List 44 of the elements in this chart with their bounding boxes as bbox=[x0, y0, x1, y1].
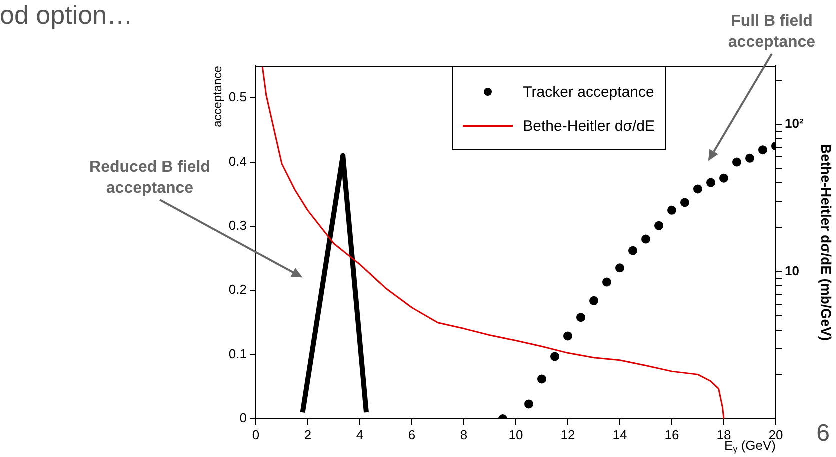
point bbox=[654, 221, 664, 230]
point bbox=[694, 184, 702, 194]
point bbox=[680, 198, 690, 208]
point bbox=[616, 264, 624, 273]
point bbox=[590, 296, 598, 306]
point bbox=[576, 313, 586, 322]
point bbox=[758, 146, 768, 155]
point bbox=[628, 246, 638, 256]
y-tick-label: 0.4 bbox=[228, 154, 247, 169]
point bbox=[550, 352, 560, 362]
point bbox=[732, 158, 742, 167]
point bbox=[524, 400, 534, 409]
text: Full B field acceptance bbox=[727, 12, 817, 53]
x-tick-label: 8 bbox=[460, 427, 468, 442]
x-tick-label: 6 bbox=[408, 427, 416, 442]
x-tick-label: 4 bbox=[356, 427, 364, 442]
chart-title: od option… bbox=[0, 0, 133, 30]
x-tick-label: 16 bbox=[664, 427, 680, 442]
x-tick-label: 0 bbox=[252, 427, 260, 442]
y-tick-label: 0 bbox=[240, 410, 247, 426]
y-axis-title: acceptance bbox=[210, 66, 224, 128]
y-tick-label: 0.5 bbox=[228, 90, 247, 105]
y-tick-label: 0.1 bbox=[228, 346, 247, 362]
point bbox=[706, 178, 716, 188]
y-tick-label: 0.2 bbox=[228, 282, 247, 298]
x-tick-label: 12 bbox=[560, 427, 576, 442]
text: Reduced B field acceptance bbox=[88, 158, 212, 199]
point bbox=[720, 174, 728, 183]
point bbox=[668, 206, 676, 215]
x-tick-label: 18 bbox=[716, 427, 732, 442]
x-tick-label: 10 bbox=[508, 427, 524, 442]
x-tick-label: 14 bbox=[612, 427, 628, 442]
y-tick-label: 0.3 bbox=[228, 218, 247, 234]
point bbox=[538, 374, 546, 384]
x-tick-label: 2 bbox=[304, 427, 312, 442]
point bbox=[564, 332, 572, 341]
legend-label: Tracker acceptance bbox=[523, 84, 654, 100]
y2-tick-label: 10² bbox=[785, 116, 804, 132]
y2-axis-title: Bethe-Heitler dσ/dE (mb/GeV) bbox=[818, 144, 835, 342]
point bbox=[746, 154, 754, 163]
y2-tick-label: 10 bbox=[785, 263, 800, 278]
point bbox=[602, 278, 612, 287]
point bbox=[642, 234, 650, 244]
legend-label: Bethe-Heitler dσ/dE bbox=[523, 118, 655, 134]
